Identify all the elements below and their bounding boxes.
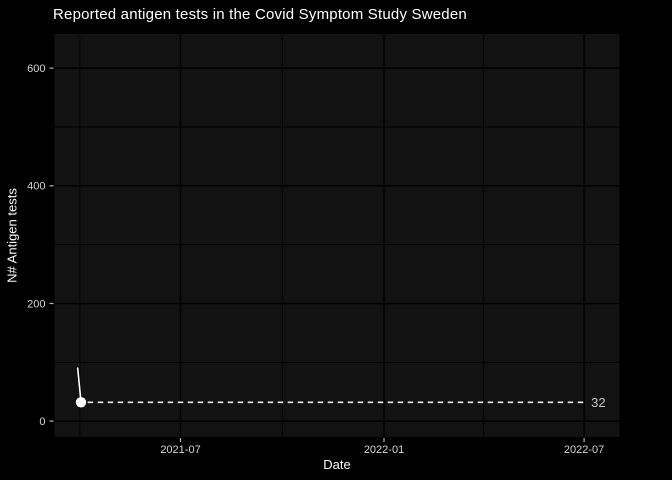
y-tick-label: 600: [27, 63, 45, 75]
series-line: [76, 367, 82, 404]
last-value-label: 32: [591, 395, 605, 410]
y-tick-label: 200: [27, 298, 45, 310]
x-tick-label: 2022-07: [564, 444, 604, 456]
y-axis-title: N# Antigen tests: [4, 188, 20, 283]
x-tick-label: 2021-07: [160, 444, 200, 456]
last-point-marker: [75, 397, 87, 408]
panel-background: [54, 34, 620, 437]
y-tick-label: 0: [39, 416, 45, 428]
x-tick-label: 2022-01: [364, 444, 404, 456]
x-axis-title: Date: [323, 457, 351, 472]
y-tick-label: 400: [27, 181, 45, 193]
chart-title: Reported antigen tests in the Covid Symp…: [53, 6, 467, 23]
